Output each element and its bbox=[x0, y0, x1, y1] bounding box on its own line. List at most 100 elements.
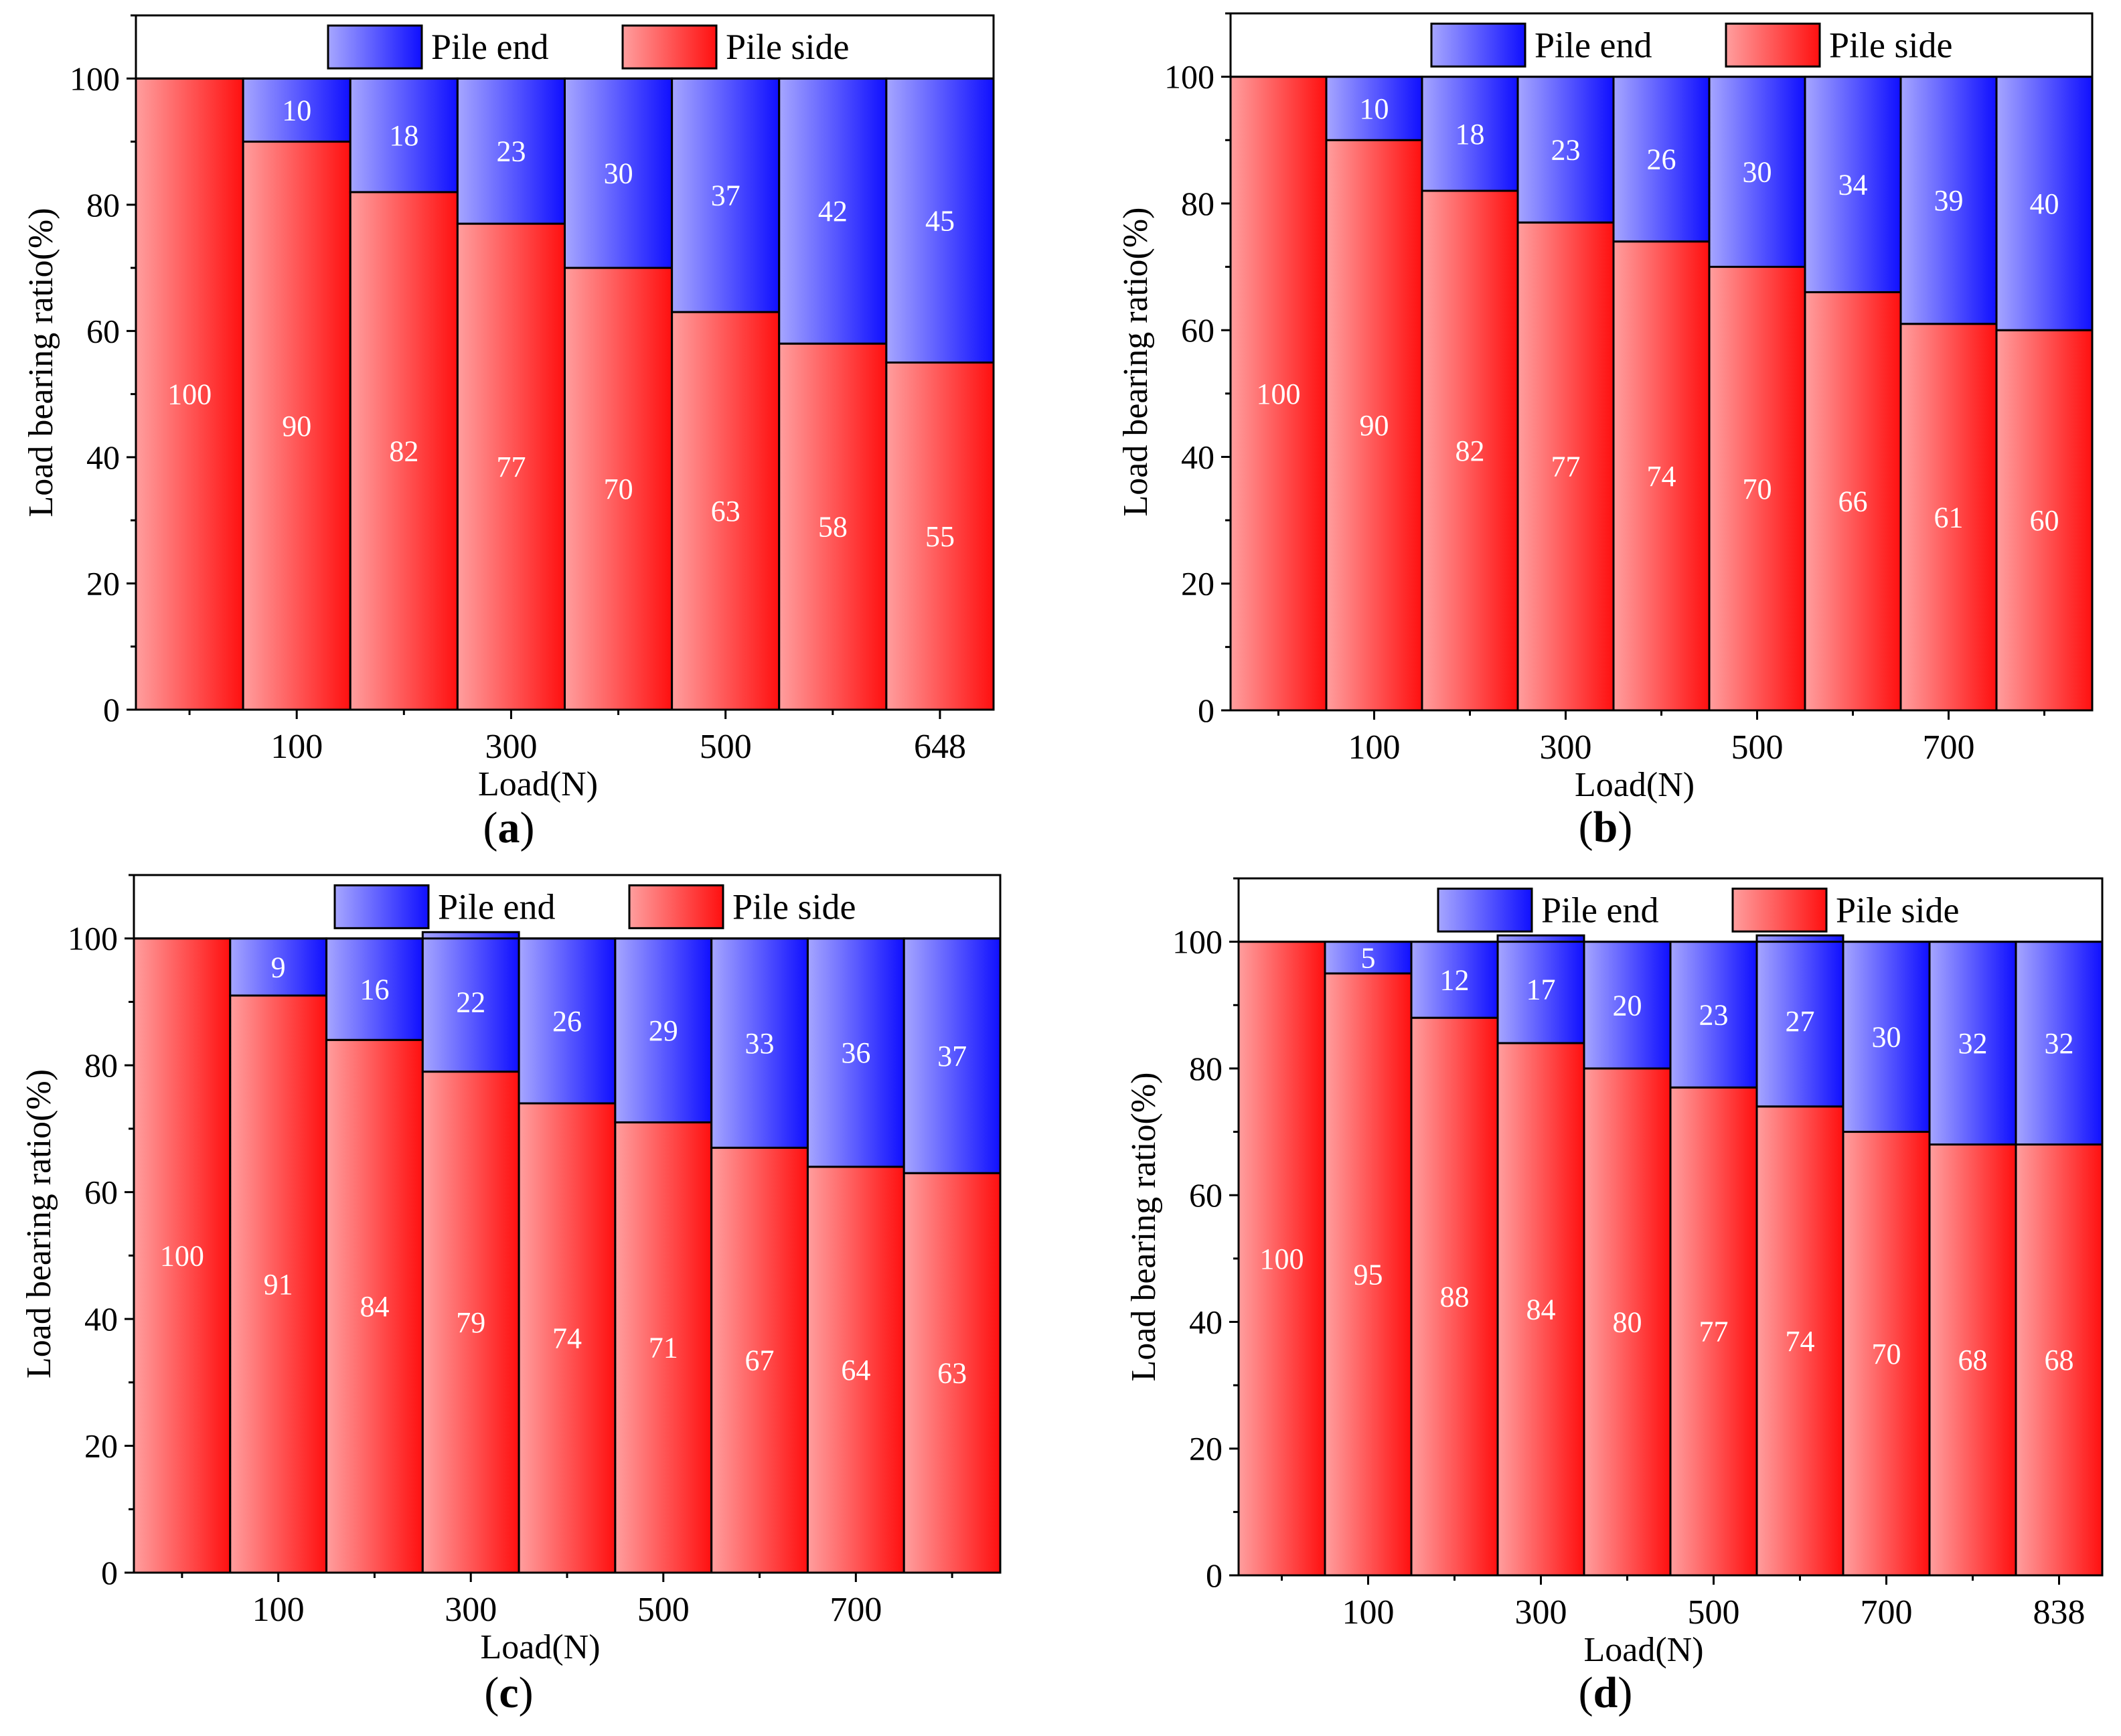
panel-caption: (a) bbox=[483, 803, 535, 852]
y-axis-title: Load bearing ratio(%) bbox=[22, 208, 60, 517]
data-label-pile-side: 100 bbox=[1257, 378, 1301, 410]
bar-pile-side bbox=[242, 141, 351, 711]
y-tick-label: 100 bbox=[1172, 923, 1223, 961]
bar-pile-side bbox=[1324, 972, 1413, 1577]
data-label-pile-side: 91 bbox=[264, 1268, 293, 1301]
data-label-pile-side: 61 bbox=[1934, 501, 1964, 534]
data-label-pile-side: 67 bbox=[745, 1344, 775, 1377]
bar-pile-side bbox=[1516, 221, 1615, 712]
plot-frame bbox=[1237, 877, 2104, 1577]
bar-pile-side bbox=[710, 1146, 809, 1574]
data-label-pile-end: 42 bbox=[818, 195, 848, 228]
bar-pile-end bbox=[456, 77, 566, 225]
bar-pile-side bbox=[671, 311, 781, 711]
bar-pile-side bbox=[778, 342, 888, 711]
legend-label-pile-side: Pile side bbox=[1829, 25, 1953, 65]
data-label-pile-end: 32 bbox=[2045, 1027, 2074, 1060]
data-label-pile-end: 26 bbox=[1647, 143, 1676, 176]
data-label-pile-side: 100 bbox=[1260, 1243, 1304, 1275]
bar-pile-end bbox=[806, 937, 905, 1168]
bar-pile-end bbox=[564, 77, 674, 269]
y-tick-label: 100 bbox=[1164, 58, 1214, 96]
data-label-pile-end: 20 bbox=[1613, 989, 1642, 1022]
y-axis-title: Load bearing ratio(%) bbox=[1117, 207, 1155, 516]
data-label-pile-end: 40 bbox=[2030, 187, 2059, 220]
bar-pile-side bbox=[1995, 329, 2094, 712]
x-tick-label: 648 bbox=[914, 728, 966, 766]
data-label-pile-side: 84 bbox=[360, 1290, 389, 1323]
y-tick-label: 0 bbox=[1206, 1557, 1223, 1594]
data-label-pile-side: 90 bbox=[282, 410, 311, 443]
legend-swatch-pile-end bbox=[327, 24, 423, 70]
bar-pile-side bbox=[325, 1038, 424, 1574]
bar-pile-end bbox=[1669, 941, 1758, 1089]
data-label-pile-side: 55 bbox=[925, 520, 955, 553]
data-label-pile-end: 32 bbox=[1958, 1027, 1988, 1060]
x-axis-title: Load(N) bbox=[480, 1628, 600, 1666]
legend-swatch-pile-end bbox=[1437, 887, 1533, 933]
panel-caption: (c) bbox=[484, 1668, 533, 1717]
bar-pile-side bbox=[1708, 266, 1806, 712]
data-label-pile-side: 84 bbox=[1526, 1293, 1556, 1326]
data-label-pile-end: 18 bbox=[389, 119, 418, 152]
data-label-pile-end: 30 bbox=[1872, 1021, 1901, 1054]
data-label-pile-end: 37 bbox=[711, 179, 740, 212]
bar-pile-side bbox=[1325, 139, 1423, 712]
x-axis-title: Load(N) bbox=[478, 765, 598, 803]
y-tick-label: 40 bbox=[1181, 438, 1214, 475]
legend-label-pile-side: Pile side bbox=[732, 886, 856, 927]
data-label-pile-side: 70 bbox=[604, 473, 633, 505]
data-label-pile-end: 27 bbox=[1786, 1005, 1815, 1038]
legend-swatch-pile-end bbox=[333, 884, 430, 929]
bar-pile-end bbox=[518, 937, 617, 1105]
x-tick-label: 700 bbox=[1861, 1593, 1913, 1632]
data-label-pile-end: 29 bbox=[649, 1014, 678, 1047]
data-label-pile-side: 80 bbox=[1613, 1306, 1642, 1338]
x-tick-label: 500 bbox=[637, 1591, 690, 1629]
data-label-pile-side: 77 bbox=[1699, 1316, 1729, 1348]
y-tick-label: 80 bbox=[1181, 185, 1214, 222]
data-label-pile-end: 5 bbox=[1361, 941, 1376, 974]
x-tick-label: 300 bbox=[445, 1591, 497, 1629]
data-label-pile-end: 36 bbox=[841, 1036, 870, 1069]
bar-pile-end bbox=[421, 931, 520, 1073]
bar-pile-side bbox=[1583, 1067, 1672, 1577]
data-label-pile-side: 60 bbox=[2030, 504, 2059, 537]
data-label-pile-end: 16 bbox=[360, 973, 389, 1006]
data-label-pile-end: 39 bbox=[1934, 184, 1964, 217]
x-tick-label: 700 bbox=[830, 1591, 882, 1629]
y-tick-label: 0 bbox=[1198, 692, 1214, 729]
bar-pile-side bbox=[349, 191, 459, 711]
data-label-pile-end: 10 bbox=[282, 94, 311, 127]
bar-pile-end bbox=[1995, 76, 2094, 331]
plot-frame bbox=[135, 14, 995, 711]
bar-pile-end bbox=[349, 77, 459, 193]
bar-pile-end bbox=[1708, 76, 1806, 268]
bar-pile-side bbox=[806, 1166, 905, 1574]
data-label-pile-end: 45 bbox=[925, 204, 955, 237]
data-label-pile-side: 74 bbox=[552, 1322, 582, 1355]
legend-swatch-pile-side bbox=[628, 884, 724, 929]
y-tick-label: 100 bbox=[68, 920, 118, 957]
bar-pile-end bbox=[1899, 76, 1998, 325]
x-axis-title: Load(N) bbox=[1575, 766, 1695, 804]
bar-pile-end bbox=[1421, 76, 1519, 192]
bar-pile-end bbox=[1755, 934, 1844, 1108]
data-label-pile-side: 63 bbox=[937, 1357, 967, 1390]
y-tick-label: 20 bbox=[86, 564, 120, 602]
data-label-pile-side: 82 bbox=[1456, 435, 1485, 467]
y-tick-label: 80 bbox=[84, 1046, 118, 1084]
data-label-pile-side: 82 bbox=[389, 435, 418, 467]
bar-pile-side bbox=[1410, 1016, 1499, 1577]
bar-pile-end bbox=[1410, 941, 1499, 1019]
data-label-pile-side: 100 bbox=[167, 378, 212, 411]
bar-pile-side bbox=[1229, 76, 1328, 712]
x-tick-label: 838 bbox=[2033, 1593, 2086, 1632]
data-label-pile-side: 74 bbox=[1786, 1325, 1815, 1358]
y-tick-label: 0 bbox=[101, 1554, 118, 1591]
data-label-pile-side: 88 bbox=[1440, 1281, 1470, 1314]
bar-pile-end bbox=[1325, 76, 1423, 141]
data-label-pile-side: 90 bbox=[1360, 409, 1389, 442]
data-label-pile-end: 22 bbox=[456, 985, 485, 1018]
y-axis-title: Load bearing ratio(%) bbox=[1125, 1072, 1163, 1381]
